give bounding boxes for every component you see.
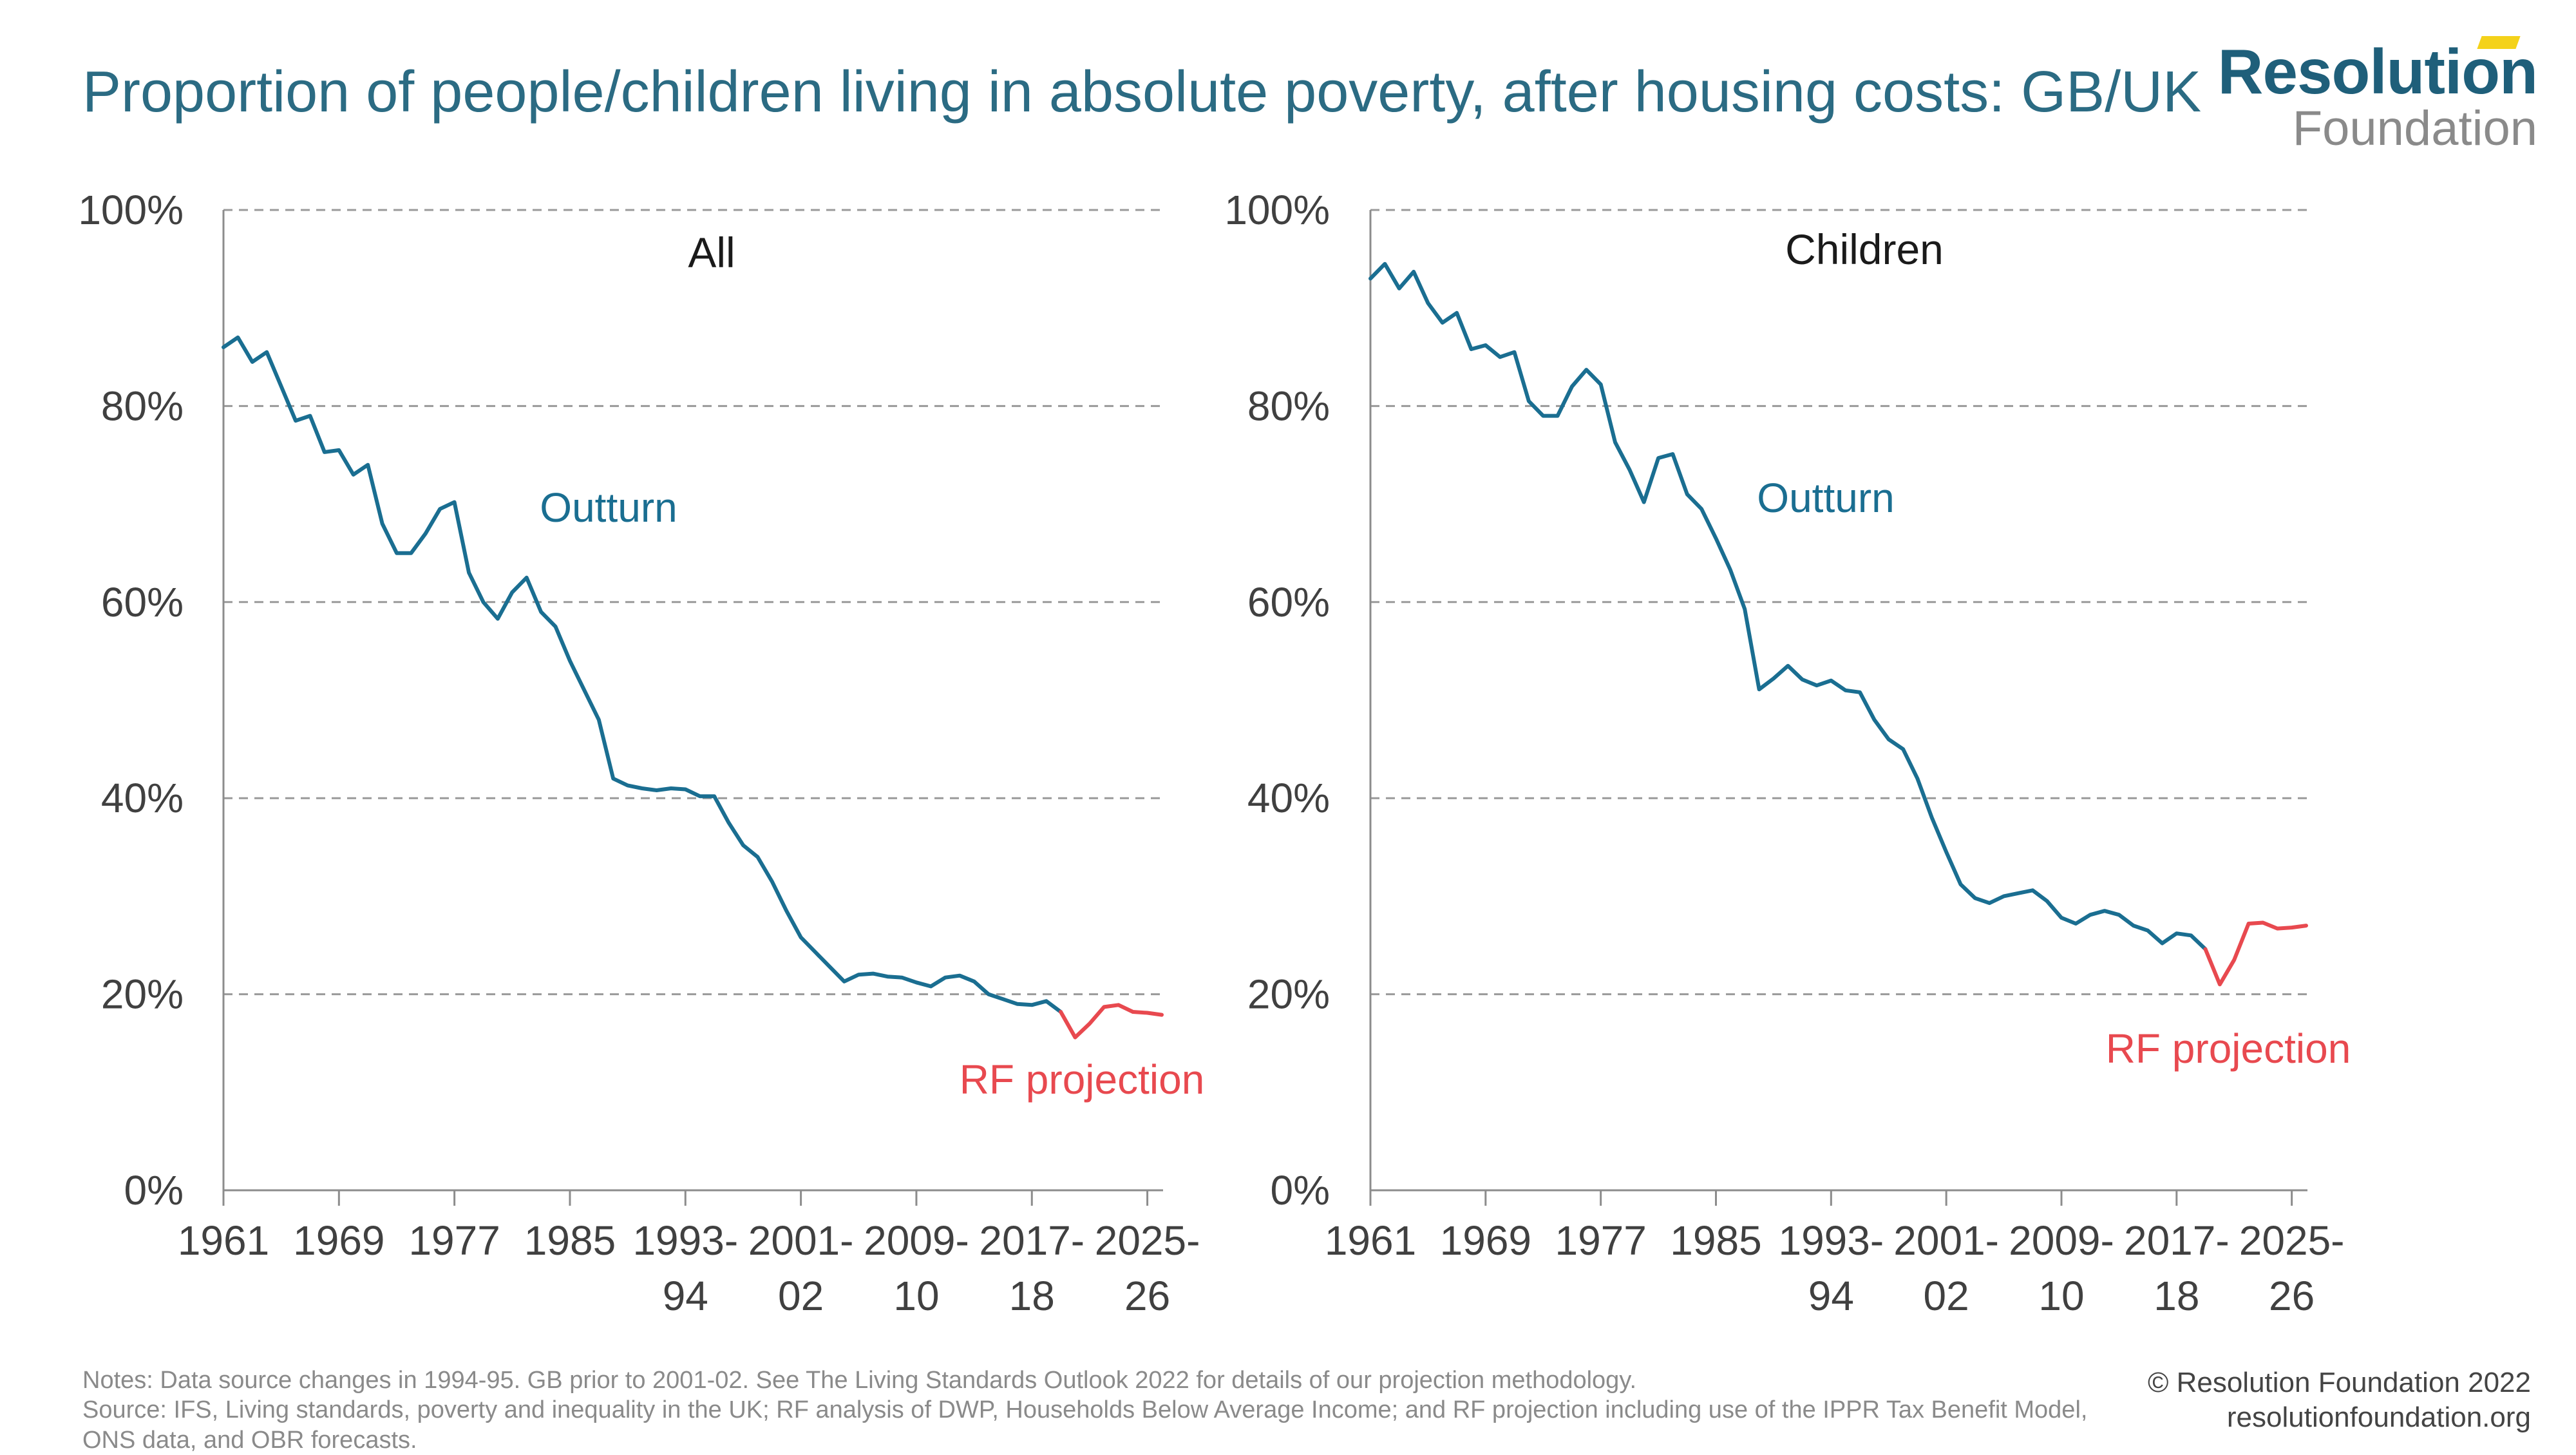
panel-2-x-tick-label: 26 bbox=[2269, 1273, 2315, 1319]
panel-1-y-tick-label: 0% bbox=[124, 1167, 184, 1213]
panel-1-x-tick-label: 1961 bbox=[178, 1217, 269, 1264]
panel-2-x-tick-label: 1961 bbox=[1325, 1217, 1416, 1264]
panel-2-x-tick-label: 1985 bbox=[1670, 1217, 1761, 1264]
panel-2-title: Children bbox=[1785, 225, 1944, 273]
panel-1-x-tick-label: 18 bbox=[1009, 1273, 1055, 1319]
panel-2-y-tick-label: 40% bbox=[1247, 775, 1330, 821]
panel-2-x-tick-label: 1993- bbox=[1778, 1217, 1884, 1264]
panel-2-x-tick-label: 18 bbox=[2154, 1273, 2199, 1319]
panel-1-x-tick-label: 26 bbox=[1124, 1273, 1170, 1319]
panel-2-annotation-projection: RF projection bbox=[2106, 1025, 2351, 1072]
panel-1-x-tick-label: 1977 bbox=[408, 1217, 500, 1264]
copyright-text: © Resolution Foundation 2022 bbox=[2147, 1367, 2531, 1398]
logo-line-2: Foundation bbox=[2292, 101, 2537, 156]
panel-2-y-tick-label: 0% bbox=[1271, 1167, 1331, 1213]
panel-1-x-tick-label: 1985 bbox=[524, 1217, 616, 1264]
logo-line-1: Resolution bbox=[2217, 36, 2538, 107]
panel-2-annotation-outturn: Outturn bbox=[1757, 475, 1894, 521]
chart-notes: Notes: Data source changes in 1994-95. G… bbox=[82, 1365, 2143, 1455]
panel-1-x-tick-label: 10 bbox=[893, 1273, 939, 1319]
panel-1-x-tick-label: 2009- bbox=[864, 1217, 969, 1264]
resolution-foundation-logo: Resolution Foundation bbox=[2218, 36, 2538, 156]
panel-1-x-tick-label: 94 bbox=[663, 1273, 708, 1319]
panel-2-x-tick-label: 1977 bbox=[1555, 1217, 1646, 1264]
panel-1-annotation-projection: RF projection bbox=[960, 1056, 1205, 1103]
panel-2-x-tick-label: 10 bbox=[2038, 1273, 2084, 1319]
panel-1-x-tick-label: 2017- bbox=[979, 1217, 1084, 1264]
panel-2-y-tick-label: 80% bbox=[1247, 383, 1330, 429]
panel-1-y-tick-label: 60% bbox=[101, 579, 184, 625]
panel-1-x-tick-label: 02 bbox=[778, 1273, 824, 1319]
panel-1-x-tick-label: 2001- bbox=[748, 1217, 854, 1264]
notes-text: Notes: Data source changes in 1994-95. G… bbox=[82, 1367, 1637, 1394]
panel-2-x-tick-label: 2017- bbox=[2124, 1217, 2230, 1264]
copyright-block: © Resolution Foundation 2022 resolutionf… bbox=[2148, 1365, 2531, 1434]
source-text: Source: IFS, Living standards, poverty a… bbox=[82, 1396, 2088, 1454]
panel-2-x-tick-label: 02 bbox=[1924, 1273, 1969, 1319]
panel-2-x-tick-label: 94 bbox=[1808, 1273, 1854, 1319]
logo-wordmark-top: Resolution bbox=[2218, 36, 2538, 103]
panel-2-y-tick-label: 60% bbox=[1247, 579, 1330, 625]
panel-1-x-tick-label: 1993- bbox=[632, 1217, 738, 1264]
poverty-charts: 0%20%40%60%80%100%1961 1969 1977 1985 1993-9… bbox=[78, 187, 2351, 1319]
panel-1-annotation-outturn: Outturn bbox=[540, 484, 677, 531]
panel-1-y-tick-label: 20% bbox=[101, 971, 184, 1018]
page-title: Proportion of people/children living in … bbox=[82, 60, 2202, 124]
panel-1-title: All bbox=[688, 229, 735, 276]
panel-2-series-outturn bbox=[1368, 262, 2208, 951]
panel-1-x-tick-label: 1969 bbox=[293, 1217, 384, 1264]
panel-1-x-tick-label: 2025- bbox=[1095, 1217, 1200, 1264]
panel-2-x-tick-label: 2009- bbox=[2009, 1217, 2114, 1264]
panel-1-series-rf-projection bbox=[1059, 1003, 1164, 1040]
panel-2-x-tick-label: 2025- bbox=[2239, 1217, 2345, 1264]
panel-2-series-rf-projection bbox=[2203, 920, 2308, 987]
panel-1-y-tick-label: 100% bbox=[78, 187, 184, 233]
website-link[interactable]: resolutionfoundation.org bbox=[2226, 1401, 2531, 1433]
panel-2-y-tick-label: 100% bbox=[1224, 187, 1330, 233]
panel-1-y-tick-label: 80% bbox=[101, 383, 184, 429]
panel-2-x-tick-label: 1969 bbox=[1440, 1217, 1531, 1264]
panel-1-series-outturn bbox=[222, 335, 1063, 1014]
panel-1-y-tick-label: 40% bbox=[101, 775, 184, 821]
panel-2-y-tick-label: 20% bbox=[1247, 971, 1330, 1018]
panel-2-x-tick-label: 2001- bbox=[1893, 1217, 1999, 1264]
